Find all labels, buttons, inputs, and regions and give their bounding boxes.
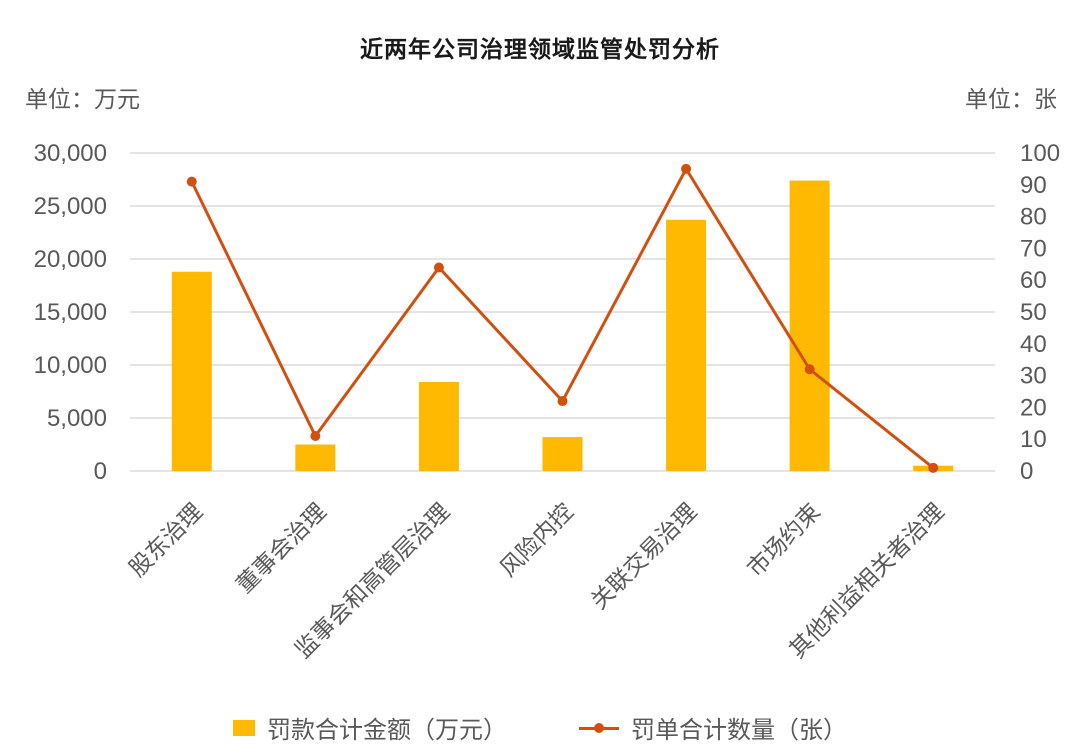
left-axis-tick-label: 15,000 bbox=[34, 299, 107, 326]
right-axis-tick-label: 40 bbox=[1020, 331, 1047, 358]
right-axis-tick-label: 80 bbox=[1020, 204, 1047, 231]
line-swatch-dot bbox=[594, 722, 604, 733]
legend-item-bar-series: 罚款合计金额（万元） bbox=[233, 710, 507, 745]
line-marker-6 bbox=[928, 462, 939, 473]
line-marker-1 bbox=[310, 431, 321, 442]
left-axis-tick-label: 0 bbox=[94, 458, 107, 485]
right-axis-tick-label: 50 bbox=[1020, 299, 1047, 326]
bar-0 bbox=[171, 271, 212, 471]
left-axis-tick-label: 5,000 bbox=[47, 405, 107, 432]
category-label-0: 股东治理 bbox=[124, 498, 207, 581]
legend-line-label: 罚单合计数量（张） bbox=[631, 717, 847, 744]
right-axis-tick-label: 100 bbox=[1020, 140, 1060, 167]
bar-3 bbox=[542, 437, 583, 471]
line-series-swatch-icon bbox=[579, 722, 619, 733]
right-axis-tick-label: 20 bbox=[1020, 394, 1047, 421]
category-label-1: 董事会治理 bbox=[231, 498, 331, 598]
left-axis-unit-label: 单位：万元 bbox=[25, 86, 140, 112]
line-marker-4 bbox=[681, 163, 692, 174]
line-marker-5 bbox=[804, 364, 815, 375]
right-axis-tick-label: 10 bbox=[1020, 426, 1047, 453]
category-label-4: 关联交易治理 bbox=[586, 498, 702, 614]
combo-chart-plot: 0 5,000 10,000 15,000 20,000 25,000 30,000 0 10 2… bbox=[34, 140, 1060, 663]
chart-title: 近两年公司治理领域监管处罚分析 bbox=[360, 36, 720, 62]
category-label-5: 市场约束 bbox=[742, 498, 825, 581]
bar-1 bbox=[295, 444, 336, 471]
bar-4 bbox=[666, 219, 707, 471]
category-label-3: 风险内控 bbox=[495, 498, 578, 581]
legend-item-line-series: 罚单合计数量（张） bbox=[579, 710, 847, 745]
chart-legend: 罚款合计金额（万元） 罚单合计数量（张） bbox=[0, 710, 1080, 745]
line-marker-2 bbox=[433, 262, 444, 273]
left-axis-tick-label: 30,000 bbox=[34, 140, 107, 167]
bar-series-swatch-icon bbox=[233, 719, 255, 736]
right-axis-unit-label: 单位：张 bbox=[965, 86, 1057, 112]
left-axis-tick-label: 10,000 bbox=[34, 352, 107, 379]
right-axis-tick-label: 60 bbox=[1020, 267, 1047, 294]
left-axis-tick-label: 25,000 bbox=[34, 193, 107, 220]
bar-2 bbox=[418, 381, 459, 471]
bar-5 bbox=[789, 180, 830, 471]
right-axis-tick-label: 0 bbox=[1020, 458, 1033, 485]
line-marker-3 bbox=[557, 396, 568, 407]
line-marker-0 bbox=[186, 176, 197, 187]
left-axis-tick-label: 20,000 bbox=[34, 246, 107, 273]
right-axis-tick-label: 30 bbox=[1020, 363, 1047, 390]
right-axis-tick-label: 70 bbox=[1020, 235, 1047, 262]
legend-bar-label: 罚款合计金额（万元） bbox=[267, 717, 507, 744]
right-axis-tick-label: 90 bbox=[1020, 172, 1047, 199]
